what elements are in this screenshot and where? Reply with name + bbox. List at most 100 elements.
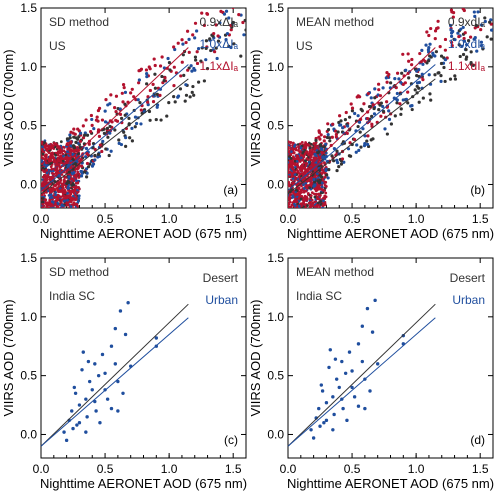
panel-0-point: [72, 194, 75, 198]
panel-0-point: [224, 38, 228, 42]
panel-0-point: [133, 125, 137, 129]
panel-0-point: [190, 90, 194, 94]
panel-0-point: [64, 153, 68, 157]
panel-3-point: [331, 395, 335, 399]
panel-0-point: [45, 153, 48, 157]
panel-0-point: [108, 124, 112, 129]
panel-3-point: [331, 428, 335, 432]
panel-0-point: [65, 207, 67, 208]
panel-1-point: [406, 52, 410, 56]
panel-0-point: [173, 47, 177, 52]
panel-0-point: [213, 50, 217, 54]
panel-0-xtick-label: 0.0: [33, 212, 50, 226]
panel-0-ytick-label: 1.5: [20, 1, 37, 15]
panel-2-ytick-label: 0.5: [20, 369, 37, 383]
panel-0-point: [62, 180, 66, 184]
panel-1-point: [428, 54, 432, 58]
panel-0-point: [167, 101, 171, 105]
panel-0-point: [139, 67, 144, 71]
panel-1-point: [415, 81, 420, 85]
panel-1-point: [365, 116, 370, 121]
panel-1-point: [449, 34, 454, 38]
panel-1-point: [323, 175, 327, 179]
panel-3-point: [360, 324, 365, 328]
panel-0-point: [103, 109, 107, 113]
panel-0-point: [61, 159, 65, 163]
panel-0-point: [134, 98, 138, 102]
panel-2-point: [81, 350, 85, 354]
panel-1-point: [420, 48, 424, 53]
panel-3-point: [309, 428, 313, 432]
panel-0-point: [152, 57, 156, 61]
panel-1-point: [337, 120, 341, 125]
panel-1-point: [294, 193, 297, 196]
panel-1-point: [450, 10, 454, 14]
panel-0-point: [134, 121, 139, 126]
panel-0-point: [68, 157, 72, 161]
panel-1-point: [305, 197, 309, 200]
panel-1-point: [354, 150, 358, 154]
panel-0-point: [229, 28, 233, 32]
panel-1-point: [356, 94, 360, 98]
panel-0-point: [123, 90, 128, 94]
panel-1-point: [302, 166, 306, 170]
panel-3-point: [324, 418, 329, 423]
panel-1-xtick-label: 1.5: [472, 212, 489, 226]
panel-1-point: [310, 152, 314, 156]
panel-0-point: [48, 155, 52, 159]
panel-2-point: [75, 423, 79, 427]
panel-1-point: [479, 40, 484, 44]
panel-0-point: [197, 80, 201, 84]
panel-1-point: [339, 162, 344, 166]
panel-1-point: [296, 192, 300, 196]
panel-0-point: [50, 143, 54, 147]
panel-1-point: [464, 57, 468, 61]
panel-0-point: [97, 106, 102, 110]
panel-1-point: [292, 145, 296, 148]
panel-3-point: [318, 424, 322, 428]
panel-1-point: [451, 15, 455, 19]
panel-0-point: [94, 118, 99, 122]
panel-0-point: [243, 18, 246, 23]
panel-1-point: [465, 43, 469, 47]
panel-0-point: [49, 193, 53, 197]
panel-3-point: [350, 385, 354, 390]
panel-1-method-label: MEAN method: [296, 15, 374, 29]
panel-0-point: [96, 155, 100, 159]
panel-2-region-label: India SC: [49, 289, 95, 303]
panel-1-series-label-2: 1.1xdIₐ: [448, 59, 486, 73]
panel-3-point: [375, 362, 380, 366]
panel-0-point: [41, 197, 45, 200]
panel-1-point: [322, 145, 326, 149]
panel-3-point: [334, 377, 339, 381]
panel-2-point: [113, 326, 118, 331]
panel-0-point: [82, 170, 87, 174]
panel-1-point: [317, 129, 321, 133]
panel-1-point: [312, 177, 316, 182]
panel-1-point: [308, 146, 312, 150]
panel-1-point: [335, 158, 339, 162]
panel-0-fit-line-0: [40, 78, 189, 195]
panel-1-point: [288, 198, 291, 202]
panel-0-point: [103, 120, 108, 124]
panel-1-point: [479, 28, 483, 32]
panel-0-point: [212, 31, 216, 36]
panel-1-point: [317, 150, 321, 154]
panel-2-point: [93, 362, 97, 366]
panel-1-point: [317, 192, 320, 196]
panel-2-ytick-label: 1.5: [20, 251, 37, 265]
panel-1-point: [288, 168, 290, 172]
panel-1-point: [371, 137, 375, 141]
panel-1-point: [393, 114, 397, 118]
panel-0-point: [69, 205, 73, 208]
panel-1-point: [449, 28, 453, 32]
panel-1-point: [288, 162, 292, 166]
panel-1-point: [316, 197, 319, 200]
panel-1-point: [299, 169, 303, 173]
panel-0-point: [122, 86, 126, 90]
panel-0-point: [65, 137, 70, 141]
panel-0-point: [180, 38, 184, 42]
panel-0-point: [126, 100, 130, 104]
panel-0-point: [188, 95, 192, 99]
panel-1-point: [308, 150, 312, 153]
